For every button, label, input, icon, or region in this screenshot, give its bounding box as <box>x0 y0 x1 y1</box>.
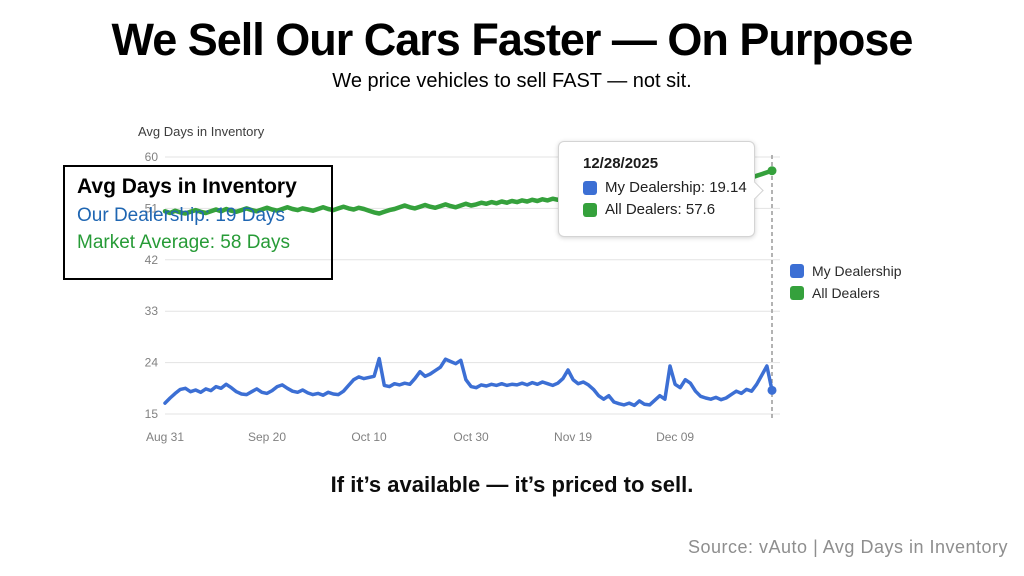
legend-green-swatch-icon <box>790 286 804 300</box>
annotation-title: Avg Days in Inventory <box>77 175 297 198</box>
ytick-60: 60 <box>145 150 159 164</box>
series-endpoint-my-dealership <box>767 385 777 395</box>
series-endpoint-all-dealers <box>767 166 777 176</box>
ytick-51: 51 <box>145 201 159 215</box>
page-subtitle: We price vehicles to sell FAST — not sit… <box>332 70 692 92</box>
page-title: We Sell Our Cars Faster — On Purpose <box>111 14 914 65</box>
ytick-24: 24 <box>145 356 159 370</box>
annotation-market-average: Market Average: 58 Days <box>77 232 290 253</box>
ytick-42: 42 <box>145 253 159 267</box>
annotation-box: Avg Days in Inventory Our Dealership: 19… <box>63 165 333 280</box>
tooltip-date: 12/28/2025 <box>583 155 659 172</box>
chart-legend: My Dealership All Dealers <box>790 263 901 307</box>
tooltip-all-dealers-value: All Dealers: 57.6 <box>605 201 716 218</box>
series-line-my-dealership <box>163 356 774 408</box>
xtick-sep-20: Sep 20 <box>248 430 286 444</box>
blue-series-swatch-icon <box>583 180 597 195</box>
xtick-dec-09: Dec 09 <box>656 430 694 444</box>
tooltip-my-dealership-value: My Dealership: 19.14 <box>605 179 747 196</box>
xtick-oct-30: Oct 30 <box>453 430 489 444</box>
xtick-aug-31: Aug 31 <box>146 430 184 444</box>
xtick-oct-10: Oct 10 <box>351 430 387 444</box>
slide-caption: If it’s available — it’s priced to sell. <box>330 472 694 497</box>
annotation-our-dealership: Our Dealership: 19 Days <box>77 205 286 226</box>
legend-my-dealership-label: My Dealership <box>812 263 902 279</box>
legend-item-all-dealers: All Dealers <box>790 285 901 301</box>
ytick-15: 15 <box>145 407 159 421</box>
legend-all-dealers-label: All Dealers <box>812 285 880 301</box>
tooltip-row-all-dealers: All Dealers: 57.6 <box>583 201 754 218</box>
tooltip-row-my-dealership: My Dealership: 19.14 <box>583 179 754 196</box>
chart-tooltip: 12/28/2025 My Dealership: 19.14 All Deal… <box>558 141 764 237</box>
legend-blue-swatch-icon <box>790 264 804 278</box>
xtick-nov-19: Nov 19 <box>554 430 592 444</box>
green-series-swatch-icon <box>583 202 597 217</box>
legend-item-my-dealership: My Dealership <box>790 263 901 279</box>
chart-axis-title: Avg Days in Inventory <box>138 124 265 139</box>
ytick-33: 33 <box>145 304 159 318</box>
source-attribution: Source: vAuto | Avg Days in Inventory <box>688 537 1008 557</box>
